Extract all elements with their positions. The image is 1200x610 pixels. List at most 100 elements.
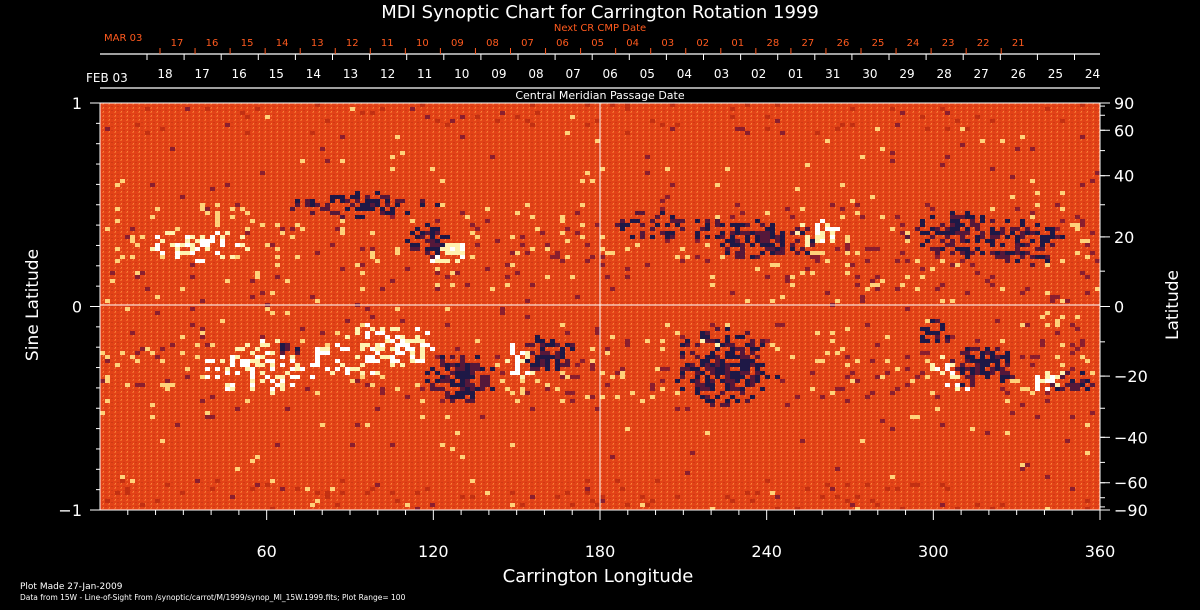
heatmap-cell	[770, 491, 775, 495]
heatmap-cell	[775, 119, 780, 123]
heatmap-cell	[940, 259, 945, 263]
heatmap-cell	[440, 363, 445, 367]
heatmap-cell	[465, 371, 470, 375]
heatmap-cell	[1000, 231, 1005, 235]
heatmap-cell	[665, 167, 670, 171]
heatmap-cell	[395, 351, 400, 355]
heatmap-cell	[480, 383, 485, 387]
heatmap-cell	[470, 223, 475, 227]
heatmap-cell	[245, 227, 250, 231]
heatmap-cell	[605, 383, 610, 387]
heatmap-cell	[430, 503, 435, 507]
heatmap-cell	[465, 363, 470, 367]
heatmap-cell	[685, 339, 690, 343]
heatmap-cell	[810, 255, 815, 259]
heatmap-cell	[710, 507, 715, 510]
heatmap-cell	[990, 207, 995, 211]
heatmap-cell	[385, 203, 390, 207]
heatmap-cell	[460, 115, 465, 119]
heatmap-cell	[725, 355, 730, 359]
heatmap-cell	[1000, 255, 1005, 259]
heatmap-cell	[950, 251, 955, 255]
heatmap-cell	[1025, 251, 1030, 255]
heatmap-cell	[260, 355, 265, 359]
heatmap-cell	[720, 391, 725, 395]
heatmap-cell	[220, 239, 225, 243]
heatmap-cell	[260, 379, 265, 383]
heatmap-cell	[580, 235, 585, 239]
heatmap-cell	[710, 387, 715, 391]
heatmap-cell	[405, 343, 410, 347]
heatmap-cell	[475, 227, 480, 231]
heatmap-cell	[860, 215, 865, 219]
heatmap-cell	[915, 259, 920, 263]
heatmap-cell	[375, 371, 380, 375]
heatmap-cell	[950, 223, 955, 227]
heatmap-cell	[610, 287, 615, 291]
heatmap-cell	[730, 347, 735, 351]
heatmap-cell	[755, 235, 760, 239]
heatmap-cell	[515, 355, 520, 359]
heatmap-cell	[775, 375, 780, 379]
heatmap-cell	[490, 367, 495, 371]
heatmap-cell	[115, 491, 120, 495]
heatmap-cell	[1075, 387, 1080, 391]
heatmap-cell	[845, 247, 850, 251]
heatmap-cell	[360, 271, 365, 275]
heatmap-cell	[345, 199, 350, 203]
heatmap-cell	[535, 359, 540, 363]
heatmap-cell	[475, 367, 480, 371]
heatmap-cell	[670, 103, 675, 107]
heatmap-cell	[365, 335, 370, 339]
heatmap-cell	[420, 203, 425, 207]
heatmap-cell	[475, 339, 480, 343]
heatmap-cell	[940, 163, 945, 167]
heatmap-cell	[715, 223, 720, 227]
heatmap-cell	[555, 355, 560, 359]
heatmap-cell	[1030, 255, 1035, 259]
heatmap-cell	[990, 231, 995, 235]
heatmap-cell	[1020, 223, 1025, 227]
heatmap-cell	[1035, 255, 1040, 259]
heatmap-cell	[1010, 195, 1015, 199]
heatmap-cell	[395, 251, 400, 255]
heatmap-cell	[280, 387, 285, 391]
heatmap-cell	[320, 423, 325, 427]
heatmap-cell	[695, 231, 700, 235]
heatmap-cell	[255, 347, 260, 351]
heatmap-cell	[195, 355, 200, 359]
heatmap-cell	[1090, 251, 1095, 255]
heatmap-cell	[290, 383, 295, 387]
heatmap-cell	[280, 363, 285, 367]
heatmap-cell	[700, 383, 705, 387]
heatmap-cell	[260, 171, 265, 175]
heatmap-cell	[440, 443, 445, 447]
heatmap-cell	[410, 243, 415, 247]
heatmap-cell	[590, 359, 595, 363]
heatmap-cell	[720, 379, 725, 383]
heatmap-cell	[750, 379, 755, 383]
heatmap-cell	[425, 223, 430, 227]
heatmap-cell	[460, 375, 465, 379]
heatmap-cell	[185, 251, 190, 255]
heatmap-cell	[1035, 355, 1040, 359]
heatmap-cell	[1045, 379, 1050, 383]
heatmap-cell	[210, 487, 215, 491]
heatmap-cell	[945, 155, 950, 159]
heatmap-cell	[340, 215, 345, 219]
heatmap-cell	[920, 231, 925, 235]
heatmap-cell	[1015, 207, 1020, 211]
heatmap-cell	[175, 251, 180, 255]
heatmap-cell	[725, 387, 730, 391]
heatmap-cell	[510, 343, 515, 347]
heatmap-cell	[995, 235, 1000, 239]
heatmap-cell	[545, 359, 550, 363]
heatmap-cell	[670, 235, 675, 239]
heatmap-cell	[550, 343, 555, 347]
heatmap-cell	[880, 215, 885, 219]
heatmap-cell	[340, 227, 345, 231]
heatmap-cell	[800, 439, 805, 443]
heatmap-cell	[880, 279, 885, 283]
heatmap-cell	[945, 127, 950, 131]
heatmap-cell	[160, 239, 165, 243]
